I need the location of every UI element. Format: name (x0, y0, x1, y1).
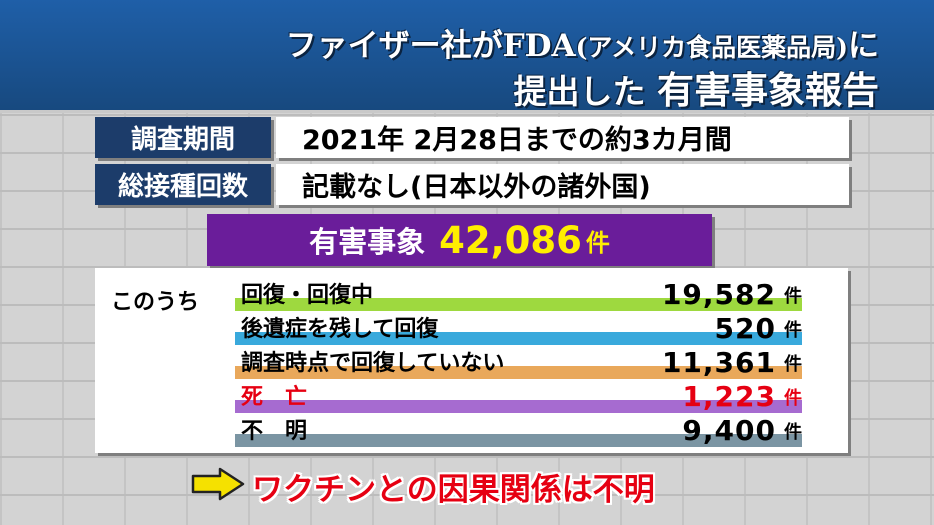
row-unit: 件 (784, 354, 802, 375)
row-color-bar (235, 332, 802, 345)
title-line-2: 提出した 有害事象報告 (514, 60, 880, 114)
title-prefix: 提出した (513, 72, 646, 111)
row-unit: 件 (784, 320, 802, 341)
row-value: 520 (714, 312, 776, 345)
title-fda-full-name: (アメリカ食品医薬品局) (575, 33, 848, 62)
adverse-events-unit: 件 (585, 228, 610, 257)
breakdown-row-not-recovered: 調査時点で回復していない 11,361 件 (235, 346, 802, 379)
row-label: 調査時点で回復していない (241, 351, 505, 376)
title-line-1: ファイザー社がFDA(アメリカ食品医薬品局)に (286, 20, 879, 65)
total-doses-label: 総接種回数 (95, 164, 271, 205)
row-unit: 件 (784, 422, 802, 443)
row-unit: 件 (784, 388, 802, 409)
row-unit: 件 (784, 286, 802, 307)
row-value: 11,361 (661, 346, 776, 379)
causality-conclusion: ワクチンとの因果関係は不明 (252, 472, 655, 508)
breakdown-row-recovered-with-sequelae: 後遺症を残して回復 520 件 (235, 312, 802, 345)
title-particle: に (848, 28, 879, 64)
row-value: 19,582 (661, 278, 776, 311)
adverse-events-label: 有害事象 (309, 225, 426, 259)
row-label: 不 明 (241, 419, 308, 444)
row-value: 9,400 (682, 414, 776, 447)
breakdown-panel: このうち 回復・回復中 19,582 件 後遺症を残して回復 520 件 調査時… (95, 268, 848, 453)
adverse-events-total: 有害事象 42,086 件 (207, 214, 712, 266)
row-value: 1,223 (682, 380, 776, 413)
survey-period-value: 2021年 2月28日までの約3カ月間 (276, 117, 849, 158)
breakdown-row-death: 死 亡 1,223 件 (235, 380, 802, 413)
row-label: 回復・回復中 (241, 283, 374, 308)
breakdown-intro: このうち (111, 290, 200, 315)
row-label: 後遺症を残して回復 (241, 317, 439, 342)
row-color-bar (235, 400, 802, 413)
title-main: ファイザー社がFDA (285, 28, 576, 64)
total-doses-value: 記載なし(日本以外の諸外国) (276, 164, 849, 205)
row-color-bar (235, 298, 802, 311)
row-label: 死 亡 (241, 385, 308, 410)
adverse-events-count: 42,086 (439, 218, 582, 262)
title-banner: ファイザー社がFDA(アメリカ食品医薬品局)に 提出した 有害事象報告 (0, 0, 934, 113)
row-color-bar (235, 366, 802, 379)
title-emphasis: 有害事象報告 (657, 68, 879, 112)
survey-period-label: 調査期間 (95, 117, 271, 158)
breakdown-row-recovered: 回復・回復中 19,582 件 (235, 278, 802, 311)
breakdown-row-unknown: 不 明 9,400 件 (235, 414, 802, 447)
right-arrow-icon (191, 467, 245, 501)
row-color-bar (235, 434, 802, 447)
